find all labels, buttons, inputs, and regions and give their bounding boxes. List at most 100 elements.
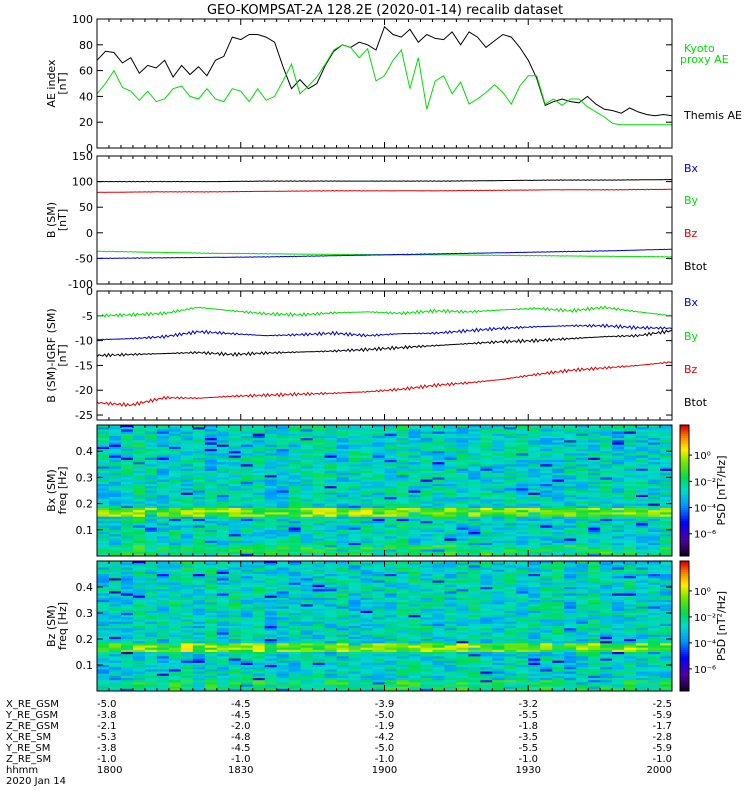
spectrogram-cell <box>324 615 337 618</box>
spectrogram-cell <box>120 451 134 454</box>
spectrogram-cell <box>660 499 673 502</box>
spectrogram-cell <box>552 449 565 452</box>
spectrogram-cell <box>492 540 505 544</box>
spectrogram-cell <box>144 451 158 454</box>
spectrogram-cell <box>204 457 218 461</box>
spectrogram-cell <box>252 429 266 432</box>
spectrogram-cell <box>624 545 637 548</box>
spectrogram-cell <box>312 473 326 476</box>
spectrogram-cell <box>132 630 146 633</box>
spectrogram-cell <box>264 525 278 529</box>
spectrogram-cell <box>408 499 421 502</box>
spectrogram-cell <box>636 451 649 454</box>
spectrogram-cell <box>552 527 565 531</box>
spectrogram-cell <box>144 600 158 603</box>
spectrogram-cell <box>252 654 266 657</box>
spectrogram-cell <box>528 481 541 485</box>
spectrogram-cell <box>97 536 110 539</box>
spectrogram-cell <box>360 483 373 487</box>
spectrogram-cell <box>432 497 445 500</box>
spectrogram-cell <box>156 667 170 670</box>
spectrogram-cell <box>492 542 505 546</box>
spectrogram-cell <box>576 497 589 500</box>
spectrogram-cell <box>372 459 385 463</box>
spectrogram-cell <box>228 582 242 586</box>
spectrogram-cell <box>132 553 146 557</box>
spectrogram-cell <box>216 490 230 494</box>
spectrogram-cell <box>216 501 230 504</box>
spectrogram-cell <box>252 587 266 590</box>
spectrogram-cell <box>276 494 290 498</box>
spectrogram-cell <box>372 464 385 467</box>
spectrogram-cell <box>156 527 170 531</box>
spectrogram-cell <box>324 647 337 651</box>
spectrogram-cell <box>216 619 230 623</box>
spectrogram-cell <box>168 621 182 625</box>
spectrogram-cell <box>192 488 206 491</box>
spectrogram-cell <box>204 442 218 446</box>
spectrogram-cell <box>660 477 673 480</box>
spectrogram-cell <box>240 553 254 557</box>
spectrogram-cell <box>216 580 230 584</box>
spectrogram-cell <box>504 490 517 494</box>
spectrogram-cell <box>264 563 278 566</box>
spectrogram-cell <box>564 527 577 531</box>
spectrogram-cell <box>240 688 254 692</box>
spectrogram-cell <box>228 457 242 461</box>
spectrogram-cell <box>456 453 469 456</box>
spectrogram-cell <box>588 503 601 507</box>
spectrogram-cell <box>168 551 182 555</box>
spectrogram-cell <box>97 684 110 688</box>
spectrogram-cell <box>252 615 266 618</box>
spectrogram-cell <box>600 525 613 529</box>
spectrogram-cell <box>97 494 110 498</box>
spectrogram-cell <box>216 563 230 566</box>
spectrogram-cell <box>312 662 326 666</box>
spectrogram-cell <box>156 538 170 542</box>
spectrogram-cell <box>144 442 158 446</box>
spectrogram-cell <box>408 446 421 450</box>
spectrogram-cell <box>468 451 481 454</box>
spectrogram-cell <box>168 514 182 518</box>
spectrogram-cell <box>636 473 649 476</box>
spectrogram-cell <box>384 438 397 441</box>
spectrogram-cell <box>384 433 397 437</box>
spectrogram-cell <box>240 678 254 681</box>
spectrogram-cell <box>420 518 433 522</box>
spectrogram-cell <box>300 459 314 463</box>
spectrogram-cell <box>216 481 230 485</box>
spectrogram-cell <box>372 466 385 470</box>
spectrogram-cell <box>420 525 433 529</box>
spectrogram-cell <box>576 483 589 487</box>
spectrogram-cell <box>252 503 266 507</box>
spectrogram-cell <box>516 470 529 474</box>
spectrogram-cell <box>97 431 110 435</box>
spectrogram-cell <box>360 462 373 465</box>
panel-frame <box>96 18 673 149</box>
spectrogram-cell <box>360 587 373 590</box>
spectrogram-cell <box>600 518 613 522</box>
spectrogram-cell <box>108 549 122 553</box>
spectrogram-cell <box>156 576 170 579</box>
spectrogram-cell <box>180 563 194 566</box>
spectrogram-cell <box>192 438 206 441</box>
spectrogram-cell <box>540 492 553 496</box>
spectrogram-cell <box>444 455 457 459</box>
spectrogram-cell <box>168 475 182 478</box>
series-btot <box>96 178 673 183</box>
spectrogram-cell <box>204 571 218 575</box>
spectrogram-cell <box>180 521 194 524</box>
spectrogram-cell <box>228 656 242 659</box>
spectrogram-cell <box>456 477 469 480</box>
spectrogram-cell <box>324 574 337 577</box>
spectrogram-cell <box>240 512 254 515</box>
spectrogram-cell <box>180 483 194 487</box>
spectrogram-cell <box>456 433 469 437</box>
spectrogram-cell <box>192 563 206 566</box>
spectrogram-cell <box>384 483 397 487</box>
spectrogram-cell <box>612 540 625 544</box>
spectrogram-cell <box>168 615 182 618</box>
spectrogram-cell <box>444 518 457 522</box>
spectrogram-cell <box>204 658 218 662</box>
spectrogram-cell <box>492 497 505 500</box>
